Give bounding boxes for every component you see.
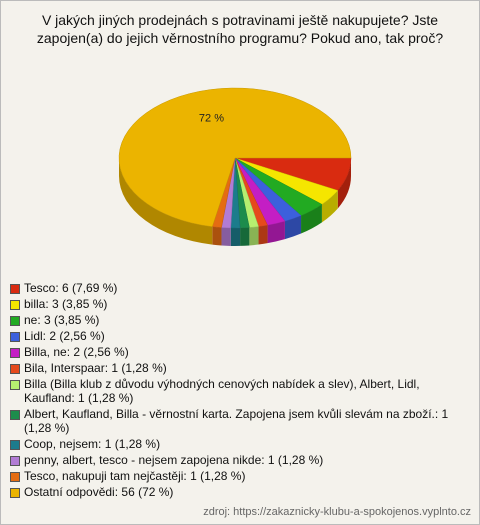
chart-title: V jakých jiných prodejnách s potravinami… — [36, 12, 444, 46]
legend-item: Coop, nejsem: 1 (1,28 %) — [9, 437, 459, 451]
legend-item: Bila, Interspaar: 1 (1,28 %) — [9, 361, 459, 375]
pie: 72 % — [118, 87, 352, 246]
legend-label: Coop, nejsem: 1 (1,28 %) — [24, 437, 161, 451]
legend: Tesco: 6 (7,69 %) billa: 3 (3,85 %) ne: 3 … — [9, 281, 459, 501]
legend-swatch — [10, 284, 20, 294]
legend-swatch — [10, 410, 20, 420]
slice — [118, 87, 352, 227]
slice-side — [258, 225, 268, 245]
legend-label: penny, albert, tesco - nejsem zapojena n… — [24, 453, 324, 467]
legend-swatch — [10, 316, 20, 326]
legend-item: Lidl: 2 (2,56 %) — [9, 329, 459, 343]
slice-side — [212, 226, 222, 246]
legend-swatch — [10, 488, 20, 498]
legend-label: Lidl: 2 (2,56 %) — [24, 329, 105, 343]
slice-side — [119, 158, 213, 245]
legend-swatch — [10, 380, 20, 390]
source: zdroj: https://zakaznicky-klubu-a-spokoj… — [203, 506, 471, 518]
slice-side — [267, 221, 285, 244]
legend-label: Ostatní odpovědi: 56 (72 %) — [24, 485, 174, 499]
legend-swatch — [10, 332, 20, 342]
slice-side — [221, 227, 231, 246]
legend-label: Billa, ne: 2 (2,56 %) — [24, 345, 129, 359]
slice-side — [249, 226, 259, 246]
legend-label: billa: 3 (3,85 %) — [24, 297, 108, 311]
slice-side — [284, 215, 302, 240]
slice-side — [230, 227, 241, 246]
legend-label: ne: 3 (3,85 %) — [24, 313, 100, 327]
legend-label: Tesco: 6 (7,69 %) — [24, 281, 118, 295]
legend-item: penny, albert, tesco - nejsem zapojena n… — [9, 453, 459, 467]
legend-label: Tesco, nakupuji tam nejčastěji: 1 (1,28 … — [24, 469, 246, 483]
legend-swatch — [10, 440, 20, 450]
legend-swatch — [10, 348, 20, 358]
legend-item: Tesco, nakupuji tam nejčastěji: 1 (1,28 … — [9, 469, 459, 483]
legend-item: Billa (Billa klub z důvodu výhodných cen… — [9, 377, 459, 405]
slice-side — [321, 190, 338, 223]
legend-item: Ostatní odpovědi: 56 (72 %) — [9, 485, 459, 499]
legend-label: Albert, Kaufland, Billa - věrnostní kart… — [24, 407, 449, 435]
legend-swatch — [10, 456, 20, 466]
legend-swatch — [10, 300, 20, 310]
legend-label: Bila, Interspaar: 1 (1,28 %) — [24, 361, 167, 375]
slice-side — [337, 158, 351, 209]
slice-side — [301, 204, 322, 234]
value-label: 72 % — [199, 113, 224, 125]
legend-item: Tesco: 6 (7,69 %) — [9, 281, 459, 295]
legend-item: Albert, Kaufland, Billa - věrnostní kart… — [9, 407, 459, 435]
legend-item: ne: 3 (3,85 %) — [9, 313, 459, 327]
legend-swatch — [10, 364, 20, 374]
legend-item: billa: 3 (3,85 %) — [9, 297, 459, 311]
legend-swatch — [10, 472, 20, 482]
legend-label: Billa (Billa klub z důvodu výhodných cen… — [24, 377, 420, 405]
slice-side — [240, 227, 250, 246]
legend-item: Billa, ne: 2 (2,56 %) — [9, 345, 459, 359]
